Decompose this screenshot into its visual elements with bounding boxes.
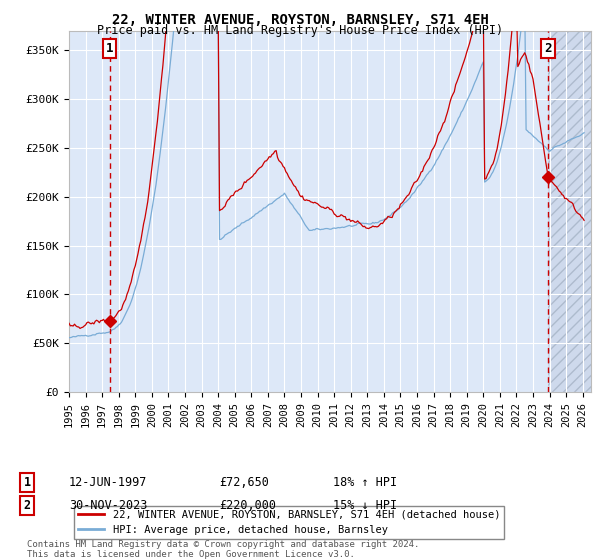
Text: 1: 1	[106, 41, 113, 55]
Text: 12-JUN-1997: 12-JUN-1997	[69, 476, 148, 489]
Legend: 22, WINTER AVENUE, ROYSTON, BARNSLEY, S71 4EH (detached house), HPI: Average pri: 22, WINTER AVENUE, ROYSTON, BARNSLEY, S7…	[74, 506, 505, 539]
Text: 18% ↑ HPI: 18% ↑ HPI	[333, 476, 397, 489]
Text: 15% ↓ HPI: 15% ↓ HPI	[333, 498, 397, 512]
Text: 22, WINTER AVENUE, ROYSTON, BARNSLEY, S71 4EH: 22, WINTER AVENUE, ROYSTON, BARNSLEY, S7…	[112, 13, 488, 27]
Text: 2: 2	[544, 41, 552, 55]
Text: £220,000: £220,000	[219, 498, 276, 512]
Text: Contains HM Land Registry data © Crown copyright and database right 2024.
This d: Contains HM Land Registry data © Crown c…	[27, 540, 419, 559]
Text: £72,650: £72,650	[219, 476, 269, 489]
Bar	[548, 31, 591, 392]
Text: 30-NOV-2023: 30-NOV-2023	[69, 498, 148, 512]
Text: 2: 2	[23, 498, 31, 512]
Text: 1: 1	[23, 476, 31, 489]
Text: Price paid vs. HM Land Registry's House Price Index (HPI): Price paid vs. HM Land Registry's House …	[97, 24, 503, 37]
